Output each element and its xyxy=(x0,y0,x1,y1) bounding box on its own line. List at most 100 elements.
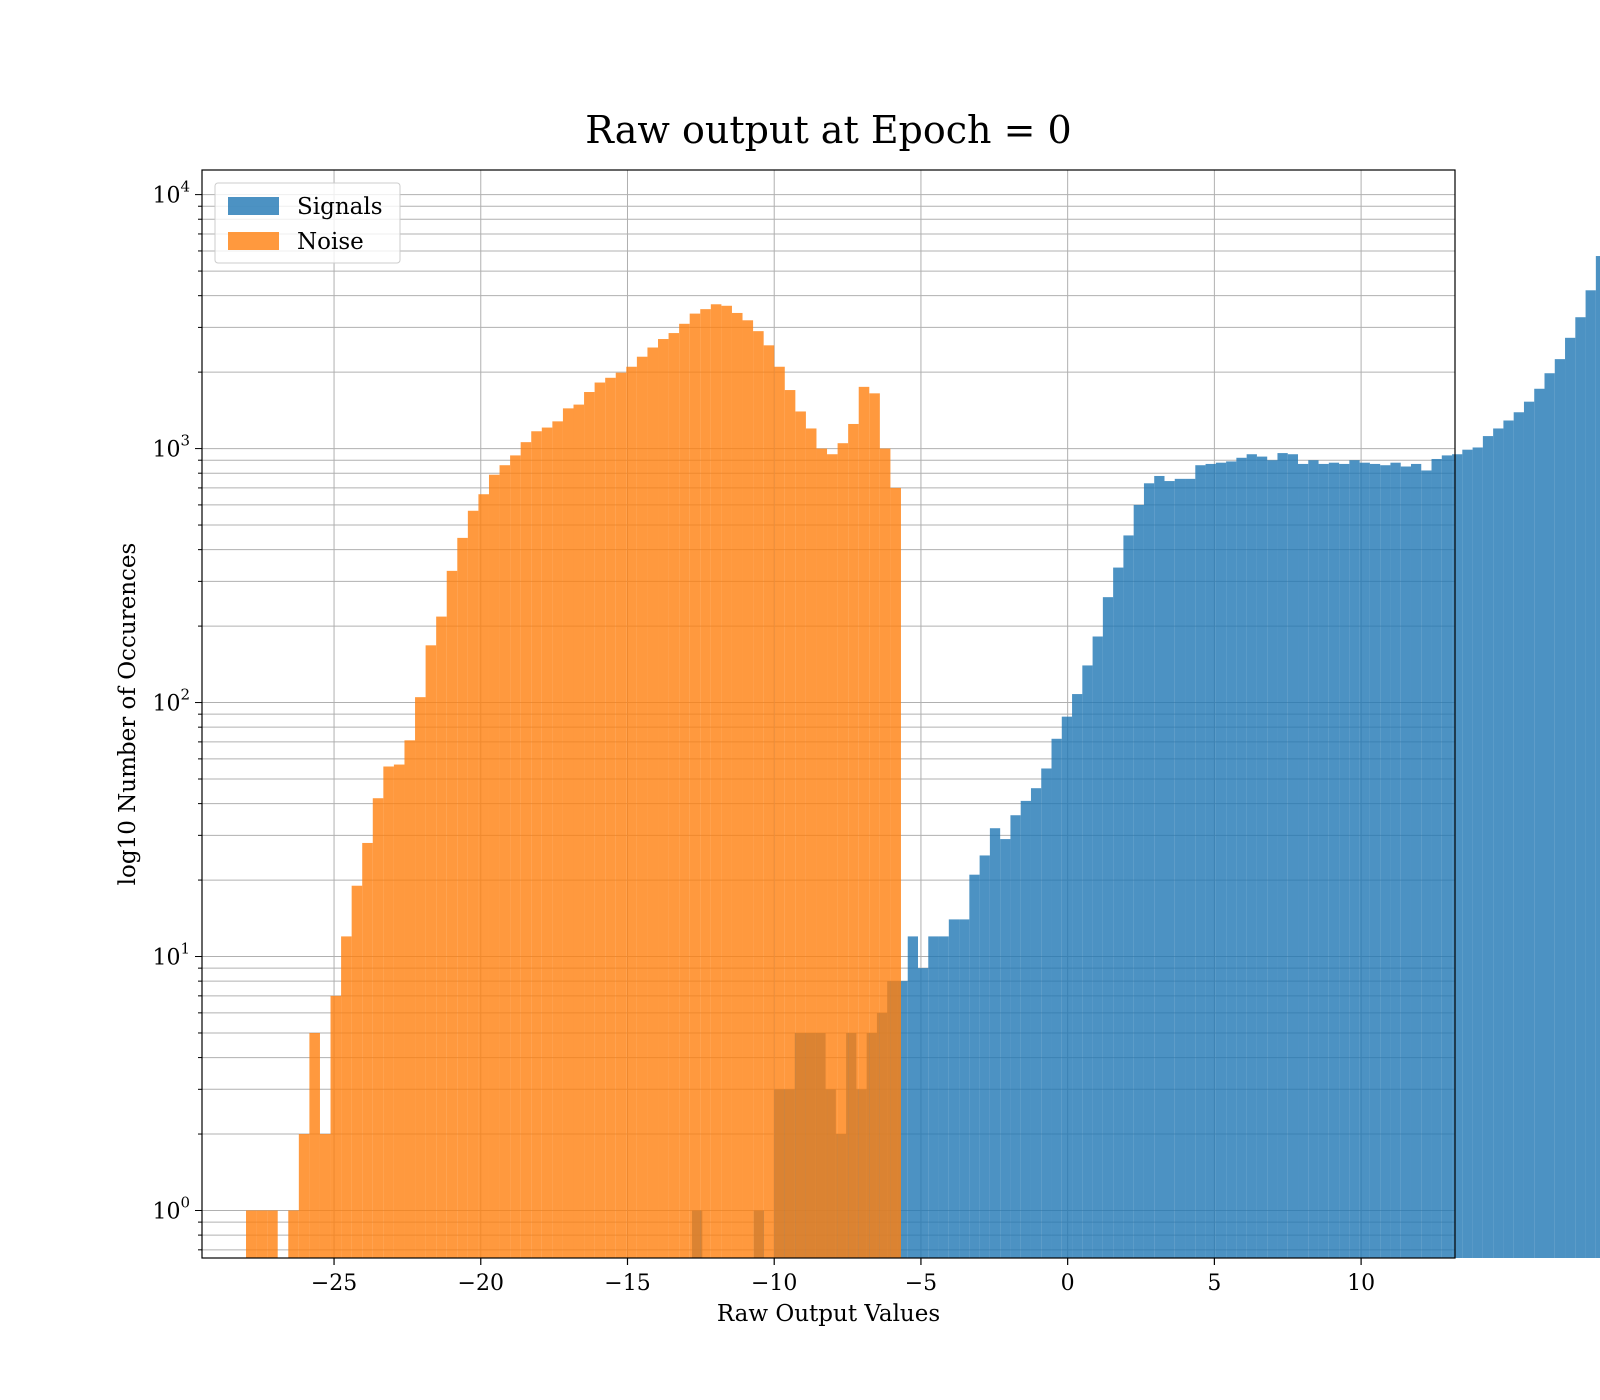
signals-bar xyxy=(1154,475,1165,1258)
noise-bar xyxy=(425,645,437,1258)
signals-bar xyxy=(1092,636,1103,1258)
signals-bar xyxy=(1195,465,1206,1259)
signals-bar xyxy=(897,981,908,1258)
signals-bar xyxy=(1554,359,1566,1258)
noise-bar xyxy=(499,465,511,1259)
signals-bar xyxy=(1410,463,1422,1258)
signals-bar xyxy=(1072,694,1083,1258)
noise-bar xyxy=(436,616,447,1258)
histogram-series xyxy=(246,256,1600,1259)
noise-bar xyxy=(816,448,828,1258)
noise-bar xyxy=(636,356,648,1258)
signals-bar xyxy=(907,936,918,1258)
noise-bar xyxy=(510,455,521,1258)
signals-bar xyxy=(1482,436,1494,1259)
signals-bar xyxy=(1246,454,1257,1258)
signals-bar xyxy=(1503,420,1514,1258)
signals-bar xyxy=(1513,412,1524,1258)
signals-bar xyxy=(1534,388,1545,1258)
x-tick-label: −10 xyxy=(751,1271,797,1296)
signals-bar xyxy=(1421,470,1432,1258)
signals-bar xyxy=(938,936,949,1258)
x-tick-label: 5 xyxy=(1207,1271,1221,1296)
noise-bar xyxy=(488,474,500,1258)
y-tick-label: 101 xyxy=(152,940,190,971)
signals-bar xyxy=(1164,481,1175,1258)
x-tick-label: −20 xyxy=(458,1271,504,1296)
noise-bar xyxy=(573,404,585,1258)
noise-bar xyxy=(658,339,669,1259)
noise-bar xyxy=(404,740,416,1258)
noise-bar xyxy=(668,333,680,1258)
legend-swatch-signals xyxy=(228,197,279,215)
signals-bar xyxy=(1523,401,1535,1258)
signals-bar xyxy=(1328,462,1340,1258)
noise-bar xyxy=(478,494,489,1259)
noise-bar xyxy=(890,487,901,1258)
x-tick-label: 0 xyxy=(1061,1271,1075,1296)
noise-bar xyxy=(869,393,880,1259)
signals-bar xyxy=(948,919,960,1258)
y-tick-label: 102 xyxy=(152,686,190,717)
signals-bar xyxy=(1431,458,1442,1258)
x-tick-label: −15 xyxy=(604,1271,650,1296)
signals-bar xyxy=(1349,460,1360,1258)
signals-bar xyxy=(1236,457,1247,1258)
signals-bar xyxy=(1339,463,1350,1258)
noise-bar xyxy=(784,390,796,1258)
signals-bar xyxy=(1010,815,1021,1258)
noise-bar xyxy=(362,842,373,1258)
legend-swatch-noise xyxy=(228,232,279,250)
signals-bar xyxy=(1174,478,1186,1259)
noise-bar xyxy=(319,1134,331,1258)
noise-bar xyxy=(246,1210,257,1258)
legend: Signals Noise xyxy=(214,182,401,264)
signals-bar xyxy=(1595,256,1600,1258)
y-tick-label: 103 xyxy=(152,432,190,463)
signals-bar xyxy=(1380,465,1391,1259)
noise-bar xyxy=(774,366,785,1258)
signals-bar xyxy=(1061,716,1073,1258)
x-tick-label: −25 xyxy=(311,1271,357,1296)
signals-bar xyxy=(1575,317,1586,1258)
series-noise xyxy=(246,304,901,1259)
noise-bar xyxy=(594,382,606,1258)
signals-bar xyxy=(1256,456,1268,1259)
signals-bar xyxy=(1102,597,1114,1258)
noise-bar xyxy=(531,431,542,1258)
noise-bar xyxy=(848,423,859,1258)
noise-bar xyxy=(584,392,595,1258)
axis-ticks: −25 −20 −15 −10 −5 0 5 10 100 101 102 103 104 xyxy=(152,178,1375,1296)
signals-bar xyxy=(1000,839,1011,1258)
noise-bar xyxy=(383,766,394,1258)
signals-bar xyxy=(928,936,939,1258)
legend-label-noise: Noise xyxy=(297,229,364,255)
signals-bar xyxy=(1462,449,1473,1258)
noise-bar xyxy=(879,448,891,1258)
signals-bar xyxy=(1452,454,1463,1258)
noise-bar xyxy=(351,885,363,1258)
signals-bar xyxy=(1359,462,1370,1258)
signals-bar xyxy=(1400,466,1411,1259)
noise-bar xyxy=(298,1134,310,1258)
noise-bar xyxy=(256,1210,268,1258)
noise-bar xyxy=(393,764,405,1258)
noise-bar xyxy=(372,798,384,1258)
signals-bar xyxy=(1441,455,1453,1258)
noise-bar xyxy=(731,312,743,1259)
x-tick-label: −5 xyxy=(905,1271,937,1296)
noise-bar xyxy=(858,386,870,1258)
signals-bar xyxy=(1123,535,1134,1258)
signals-bar xyxy=(1308,460,1319,1258)
noise-bar xyxy=(763,345,775,1258)
signals-bar xyxy=(1390,462,1401,1258)
noise-bar xyxy=(520,442,532,1258)
x-tick-label: 10 xyxy=(1347,1271,1375,1296)
signals-bar xyxy=(1041,768,1052,1258)
signals-bar xyxy=(1565,337,1576,1259)
noise-bar xyxy=(742,320,754,1258)
signals-bar xyxy=(989,828,1001,1258)
signals-bar xyxy=(1267,460,1278,1258)
noise-bar xyxy=(562,408,574,1258)
